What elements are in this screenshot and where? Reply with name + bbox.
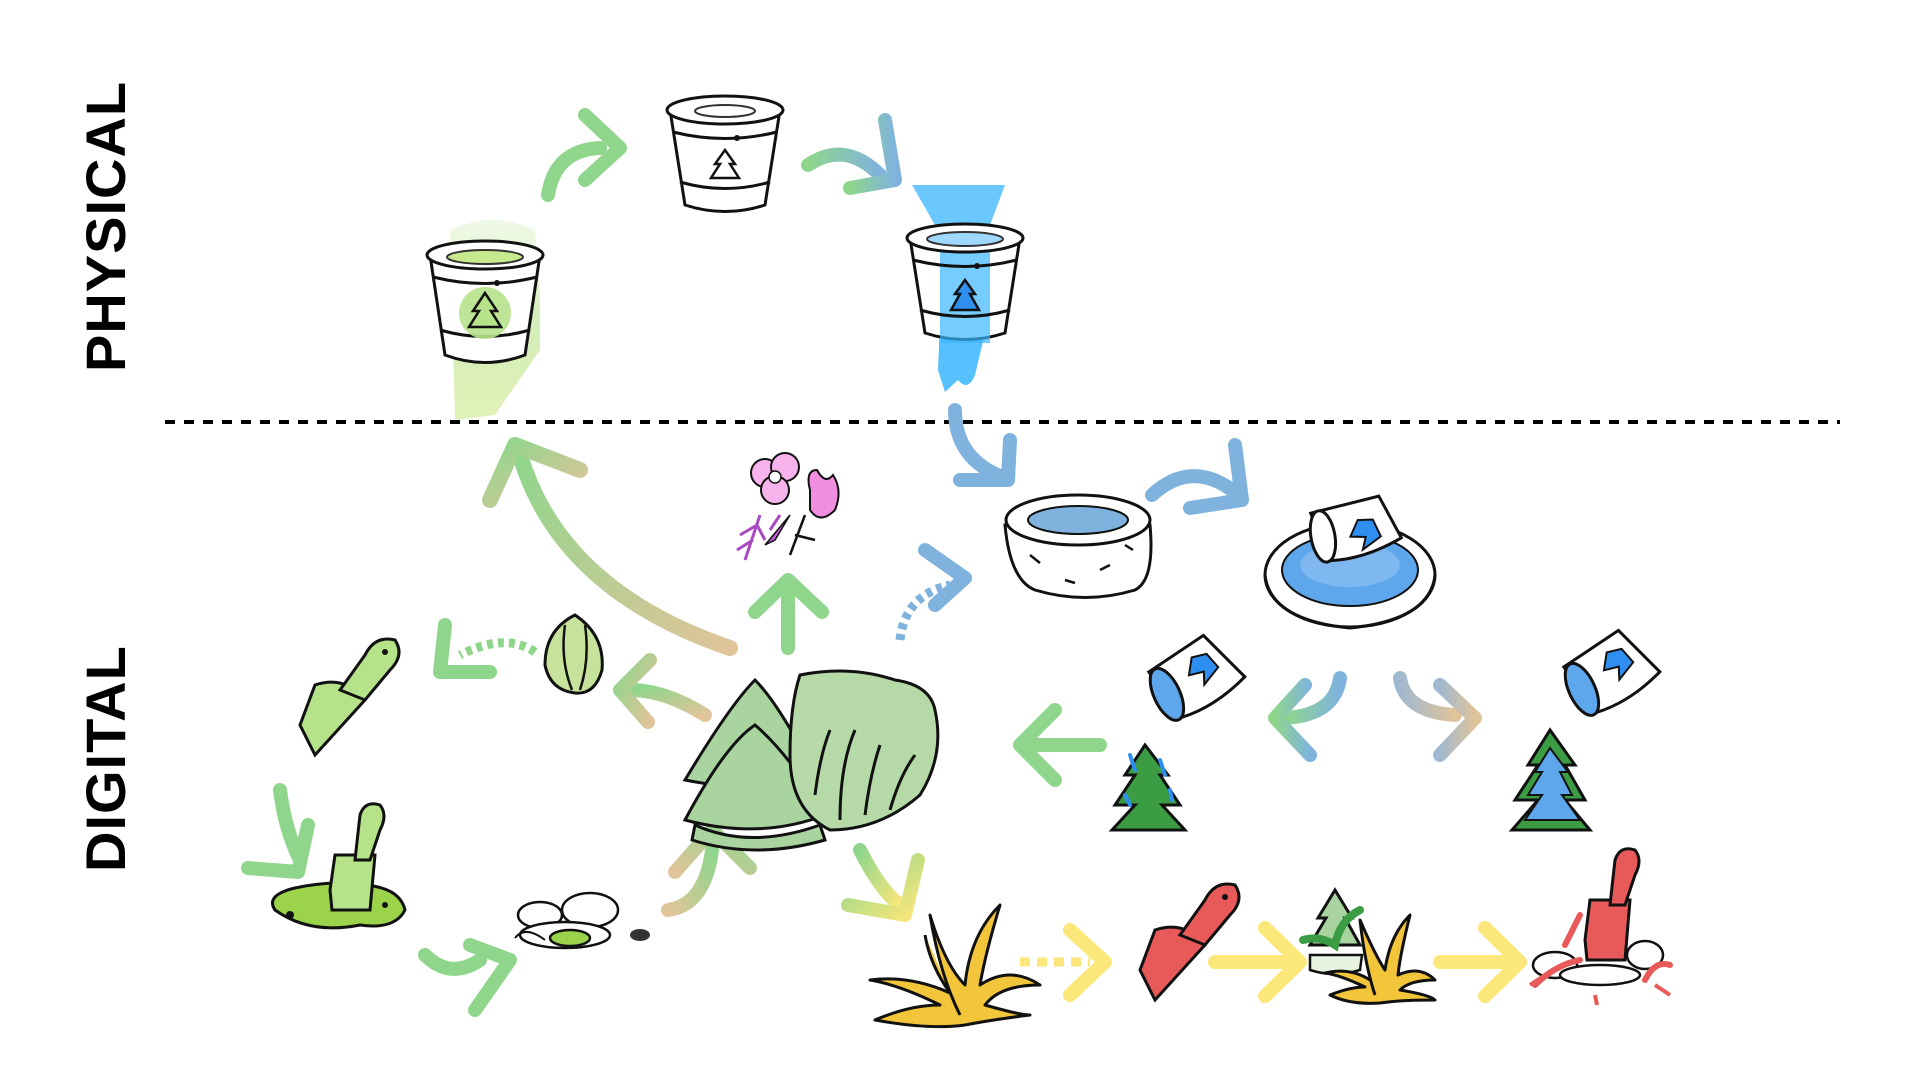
rocks-icon (514, 891, 650, 950)
tipping-bucket-icon (1146, 633, 1247, 722)
arrow-to-planting (241, 783, 315, 879)
dotted-arrow-to-trowel (433, 618, 538, 679)
grass-icon (1323, 913, 1437, 1005)
arrow-to-flowers (748, 573, 829, 655)
arrow-to-top-bucket (541, 108, 627, 202)
grass-icon (868, 903, 1042, 1029)
tipping-bucket-icon (1308, 494, 1404, 564)
trowel-icon (1138, 882, 1241, 1003)
dotted-arrow-to-red-trowel (1020, 923, 1112, 1002)
tree-icon (1299, 887, 1364, 976)
fountain-icon (1263, 494, 1437, 630)
arrow-to-seed (613, 653, 712, 729)
tree-icon (1108, 742, 1189, 832)
arrow-to-rocks (418, 938, 517, 1017)
trowel-icon (298, 637, 401, 758)
planting-icon (271, 802, 407, 930)
arrow-to-withering (841, 843, 925, 922)
arrow-to-final (1433, 921, 1527, 1003)
arrow-to-watering (1268, 671, 1347, 762)
physical-label: PHYSICAL (74, 81, 137, 372)
tree-icon (1508, 727, 1594, 832)
tree-icon (948, 277, 982, 312)
dotted-arrow-to-well (895, 543, 972, 641)
arrow-to-replanting (1208, 921, 1307, 1003)
bucket-icon (425, 239, 545, 364)
seed-icon (543, 613, 604, 695)
arrow-to-blue-bucket (801, 113, 902, 195)
arrow-to-second-watering (1393, 671, 1482, 762)
tree-icon (708, 147, 742, 180)
bucket-icon (665, 94, 785, 213)
tree-icon (682, 669, 940, 852)
tipping-bucket-icon (1561, 628, 1662, 717)
arrow-to-fountain (1145, 438, 1249, 515)
digital-label: DIGITAL (74, 645, 137, 872)
arrow-to-well (948, 403, 1017, 487)
arrow-to-cluster (1013, 703, 1107, 787)
planting-icon (1528, 847, 1673, 1006)
tree-icon (466, 290, 504, 329)
flower-icon (736, 452, 840, 561)
arrow-to-physical (482, 437, 738, 656)
well-icon (1003, 493, 1153, 599)
bucket-icon (905, 222, 1025, 343)
